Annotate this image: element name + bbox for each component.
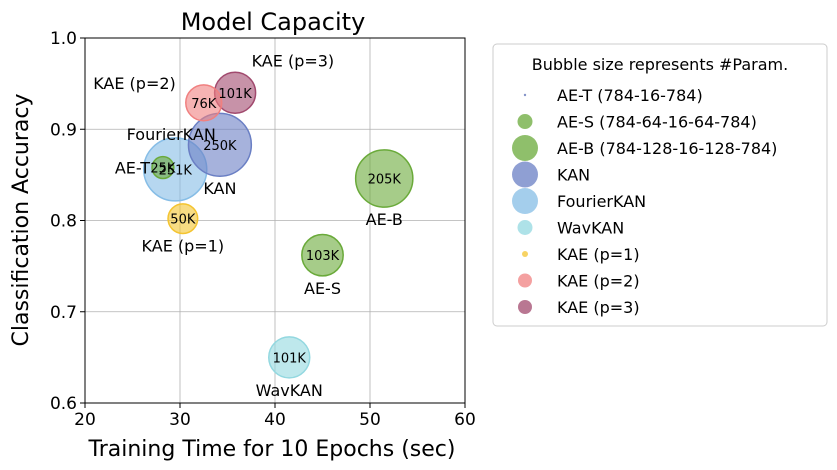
legend-title: Bubble size represents #Param. (532, 55, 788, 74)
bubble-kae-p-1 (167, 203, 199, 235)
y-tick-label: 0.7 (50, 303, 77, 323)
bubble-param-label: 205K (368, 173, 402, 188)
bubble-name-label: WavKAN (256, 381, 323, 400)
bubble-param-label: 251K (159, 163, 193, 178)
legend-entry-label: AE-T (784-16-784) (557, 86, 703, 105)
legend-marker (517, 220, 533, 235)
legend: Bubble size represents #Param. AE-T (784… (492, 43, 828, 327)
legend-entry-label: KAE (p=2) (557, 272, 640, 291)
y-tick-label: 1.0 (50, 29, 77, 49)
bubble-name-label: KAN (203, 179, 236, 198)
bubble-name-label: AE-S (304, 279, 341, 298)
legend-entry-label: WavKAN (557, 219, 624, 238)
x-tick-label: 60 (454, 410, 476, 430)
legend-marker (523, 93, 527, 97)
y-tick-label: 0.6 (50, 394, 77, 414)
bubble-param-label: 76K (191, 97, 217, 112)
x-tick-label: 50 (359, 410, 381, 430)
legend-marker (512, 188, 538, 214)
legend-entry-label: AE-B (784-128-16-128-784) (557, 139, 777, 158)
legend-entry-label: KAE (p=3) (557, 298, 640, 317)
bubble-kan (187, 112, 253, 177)
legend-marker (518, 300, 532, 314)
legend-marker (512, 135, 538, 161)
bubble-name-label: KAE (p=1) (142, 237, 225, 256)
legend-entry-label: FourierKAN (557, 192, 646, 211)
y-tick-label: 0.8 (50, 212, 77, 232)
bubble-name-label: KAE (p=2) (93, 74, 176, 93)
y-tick-label: 0.9 (50, 120, 77, 140)
bubble-param-label: 101K (218, 87, 252, 102)
x-tick-label: 40 (264, 410, 286, 430)
axis-ticks: 20 30 40 50 60 0.6 0.7 0.8 0.9 1.0 (50, 29, 476, 430)
x-tick-label: 30 (169, 410, 191, 430)
bubble-ae-b (354, 149, 414, 208)
bubble-param-label: 101K (273, 351, 307, 366)
legend-frame (492, 43, 828, 327)
bubble-ae-s (301, 233, 344, 277)
bubble-kae-p-2 (185, 84, 223, 122)
bubble-name-label: AE-T (115, 159, 150, 178)
legend-entry-label: AE-S (784-64-16-64-784) (557, 113, 757, 132)
bubble-name-label: KAE (p=3) (252, 51, 335, 70)
x-axis-label: Training Time for 10 Epochs (sec) (88, 437, 456, 462)
bubble-name-label: AE-B (366, 210, 403, 229)
chart-title: Model Capacity (181, 8, 366, 36)
bubble-wavkan (268, 336, 311, 379)
y-axis-label: Classification Accuracy (9, 94, 34, 347)
bubble-param-label: 250K (203, 139, 237, 154)
legend-marker (512, 161, 538, 188)
bubble-ae-t (151, 155, 175, 180)
legend-entry-label: KAE (p=1) (557, 245, 640, 264)
legend-entry-label: KAN (557, 166, 590, 185)
legend-marker (517, 114, 533, 129)
x-tick-label: 20 (74, 410, 96, 430)
legend-marker (518, 273, 532, 288)
bubble-param-label: 103K (306, 249, 340, 264)
bubble-param-label: 50K (170, 213, 196, 228)
bubble-param-label: 25K (150, 162, 176, 177)
legend-marker (522, 251, 528, 257)
bubble-name-label: FourierKAN (127, 125, 216, 144)
